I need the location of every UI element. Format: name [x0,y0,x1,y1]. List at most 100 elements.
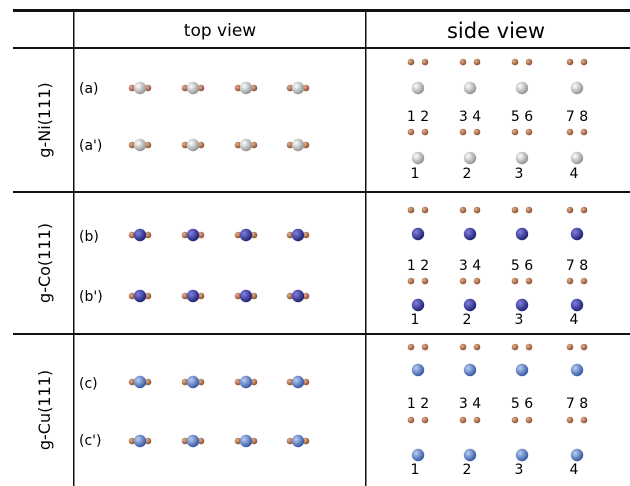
row-cu: g-Cu(111) (c) (c') 1 2 1 3 4 2 5 6 3 7 8 4 [35,343,588,478]
carbon-atom [234,292,242,300]
top-view-unit [128,138,152,152]
metal-atom [463,448,477,462]
sub-label: (a) [79,81,99,97]
metal-atom [570,298,584,312]
top-view-unit [286,138,310,152]
carbon-atom [181,231,189,239]
carbon-atom [525,206,533,214]
top-view-unit [286,375,310,389]
metal-atom [515,448,529,462]
row-label: g-Co(111) [35,223,54,303]
top-view-unit [286,434,310,448]
top-view-unit [181,289,205,303]
top-view-unit [234,81,258,95]
top-view-unit [128,375,152,389]
carbon-atom [580,343,588,351]
top-view-unit [234,289,258,303]
metal-atom [515,363,529,377]
sub-label: (b) [79,229,99,245]
metal-site-label: 2 [463,462,472,478]
carbon-atom [525,416,533,424]
carbon-atom [525,128,533,136]
carbon-atom [234,378,242,386]
metal-atom [515,151,529,165]
carbon-atom [473,416,481,424]
metal-atom [570,227,584,241]
carbon-atom [302,231,310,239]
top-view-unit [128,81,152,95]
header-side-view: side view [447,19,545,43]
carbon-atom [197,141,205,149]
metal-atom [239,138,253,152]
carbon-atom [580,206,588,214]
metal-atom [463,227,477,241]
carbon-atom [302,437,310,445]
metal-atom [186,434,200,448]
carbon-atom [421,277,429,285]
carbon-atom [250,437,258,445]
carbon-atom [181,84,189,92]
carbon-atom [407,277,415,285]
metal-atom [463,298,477,312]
col-rule-1 [73,12,75,486]
carbon-atom [181,292,189,300]
carbon-atom [144,84,152,92]
sub-label: (a') [79,138,102,154]
metal-atom [133,228,147,242]
carbon-atom [250,231,258,239]
carbon-atom [473,206,481,214]
carbon-pair-label: 5 6 [511,258,533,274]
top-view-unit [286,228,310,242]
carbon-atom [421,416,429,424]
carbon-atom [181,437,189,445]
metal-atom [291,138,305,152]
carbon-pair-label: 1 2 [407,109,429,125]
metal-atom [570,448,584,462]
metal-atom [186,228,200,242]
carbon-atom [566,343,574,351]
carbon-atom [144,437,152,445]
metal-atom [411,151,425,165]
metal-site-label: 1 [411,166,420,182]
carbon-atom [511,58,519,66]
carbon-atom [197,84,205,92]
carbon-atom [128,378,136,386]
carbon-atom [286,231,294,239]
carbon-atom [234,84,242,92]
carbon-atom [421,206,429,214]
metal-atom [515,81,529,95]
row-rule-2 [13,333,630,335]
carbon-atom [250,141,258,149]
carbon-atom [566,128,574,136]
carbon-atom [407,343,415,351]
metal-atom [186,81,200,95]
top-view-unit [181,228,205,242]
metal-atom [291,434,305,448]
carbon-atom [473,277,481,285]
top-view-unit [286,289,310,303]
carbon-atom [234,437,242,445]
metal-atom [291,289,305,303]
carbon-pair-label: 1 2 [407,258,429,274]
carbon-atom [197,378,205,386]
carbon-atom [181,141,189,149]
sub-label: (c) [79,376,98,392]
top-view-unit [128,289,152,303]
carbon-atom [197,437,205,445]
carbon-atom [421,343,429,351]
header-top-view: top view [184,21,257,41]
carbon-pair-label: 5 6 [511,109,533,125]
carbon-atom [128,437,136,445]
carbon-pair-label: 3 4 [459,258,481,274]
carbon-atom [459,206,467,214]
metal-atom [133,138,147,152]
carbon-atom [459,416,467,424]
carbon-atom [197,231,205,239]
carbon-atom [407,416,415,424]
carbon-atom [525,277,533,285]
carbon-pair-label: 3 4 [459,396,481,412]
metal-site-label: 3 [515,166,524,182]
top-rule [13,9,630,12]
carbon-atom [566,58,574,66]
